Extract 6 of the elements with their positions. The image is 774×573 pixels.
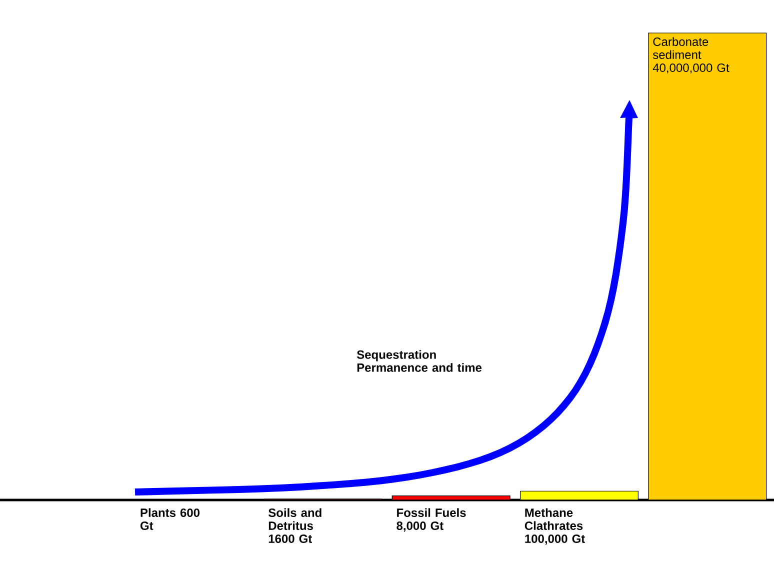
x-tick-label: Fossil Fuels 8,000 Gt — [396, 508, 466, 532]
x-tick-label: Carbonate sediment 40,000,000 Gt — [652, 37, 730, 74]
x-tick-label: Methane Clathrates 100,000 Gt — [524, 508, 585, 545]
x-tick-label: Plants 600 Gt — [140, 508, 200, 530]
x-tick-label: Soils and Detritus 1600 Gt — [268, 508, 322, 543]
annotation: Sequestration Permanence and time — [356, 350, 482, 372]
